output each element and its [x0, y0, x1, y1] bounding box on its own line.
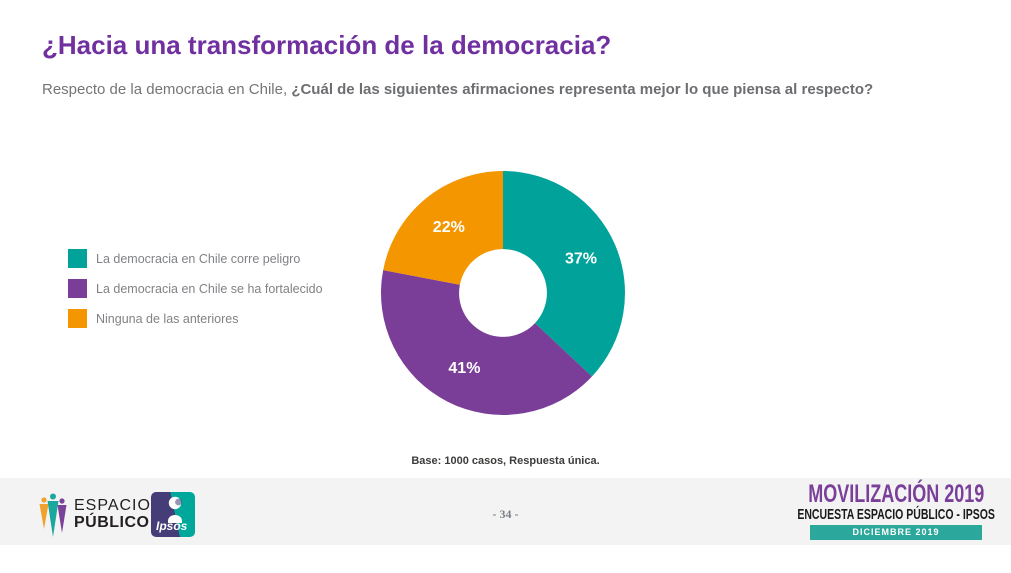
legend-item: La democracia en Chile corre peligro	[68, 249, 323, 268]
legend-item: Ninguna de las anteriores	[68, 309, 323, 328]
question-subtitle: Respecto de la democracia en Chile, ¿Cuá…	[42, 81, 873, 98]
donut-chart: 37% 41% 22%	[381, 171, 625, 415]
subtitle-bold: ¿Cuál de las siguientes afirmaciones rep…	[291, 81, 874, 98]
campaign-subtitle: ENCUESTA ESPACIO PÚBLICO - IPSOS	[797, 506, 995, 523]
footer-campaign-block: MOVILIZACIÓN 2019 ENCUESTA ESPACIO PÚBLI…	[797, 480, 995, 540]
footer-bar: ESPACIO PÚBLICO Ipsos - 34 - MOVILIZACIÓ…	[0, 478, 1011, 545]
page-number: - 34 -	[492, 507, 519, 521]
ipsos-wordmark: Ipsos	[156, 519, 188, 533]
donut-slice	[503, 171, 625, 377]
legend-label: Ninguna de las anteriores	[96, 311, 239, 326]
ipsos-face-icon	[168, 496, 182, 523]
donut-data-label: 37%	[565, 251, 597, 268]
legend-swatch-purple	[68, 279, 87, 298]
campaign-title: MOVILIZACIÓN 2019	[807, 480, 985, 508]
legend-item: La democracia en Chile se ha fortalecido	[68, 279, 323, 298]
publico-text: PÚBLICO	[74, 514, 150, 531]
espacio-publico-mark-icon	[39, 493, 67, 537]
donut-slice	[381, 270, 592, 415]
ipsos-logo: Ipsos	[151, 492, 195, 537]
subtitle-regular: Respecto de la democracia en Chile,	[42, 81, 292, 98]
donut-data-label: 41%	[448, 360, 480, 377]
espacio-publico-wordmark: ESPACIO PÚBLICO	[74, 493, 151, 531]
espacio-text: ESPACIO	[74, 497, 151, 514]
campaign-date-badge: DICIEMBRE 2019	[810, 525, 982, 540]
donut-data-label: 22%	[433, 219, 465, 236]
base-note: Base: 1000 casos, Respuesta única.	[411, 455, 600, 467]
legend-swatch-orange	[68, 309, 87, 328]
page-title: ¿Hacia una transformación de la democrac…	[42, 30, 612, 60]
legend-swatch-teal	[68, 249, 87, 268]
donut-slice	[383, 171, 503, 285]
legend-label: La democracia en Chile corre peligro	[96, 251, 301, 266]
legend-label: La democracia en Chile se ha fortalecido	[96, 281, 323, 296]
chart-legend: La democracia en Chile corre peligro La …	[68, 249, 323, 339]
espacio-publico-logo: ESPACIO PÚBLICO	[38, 493, 151, 537]
